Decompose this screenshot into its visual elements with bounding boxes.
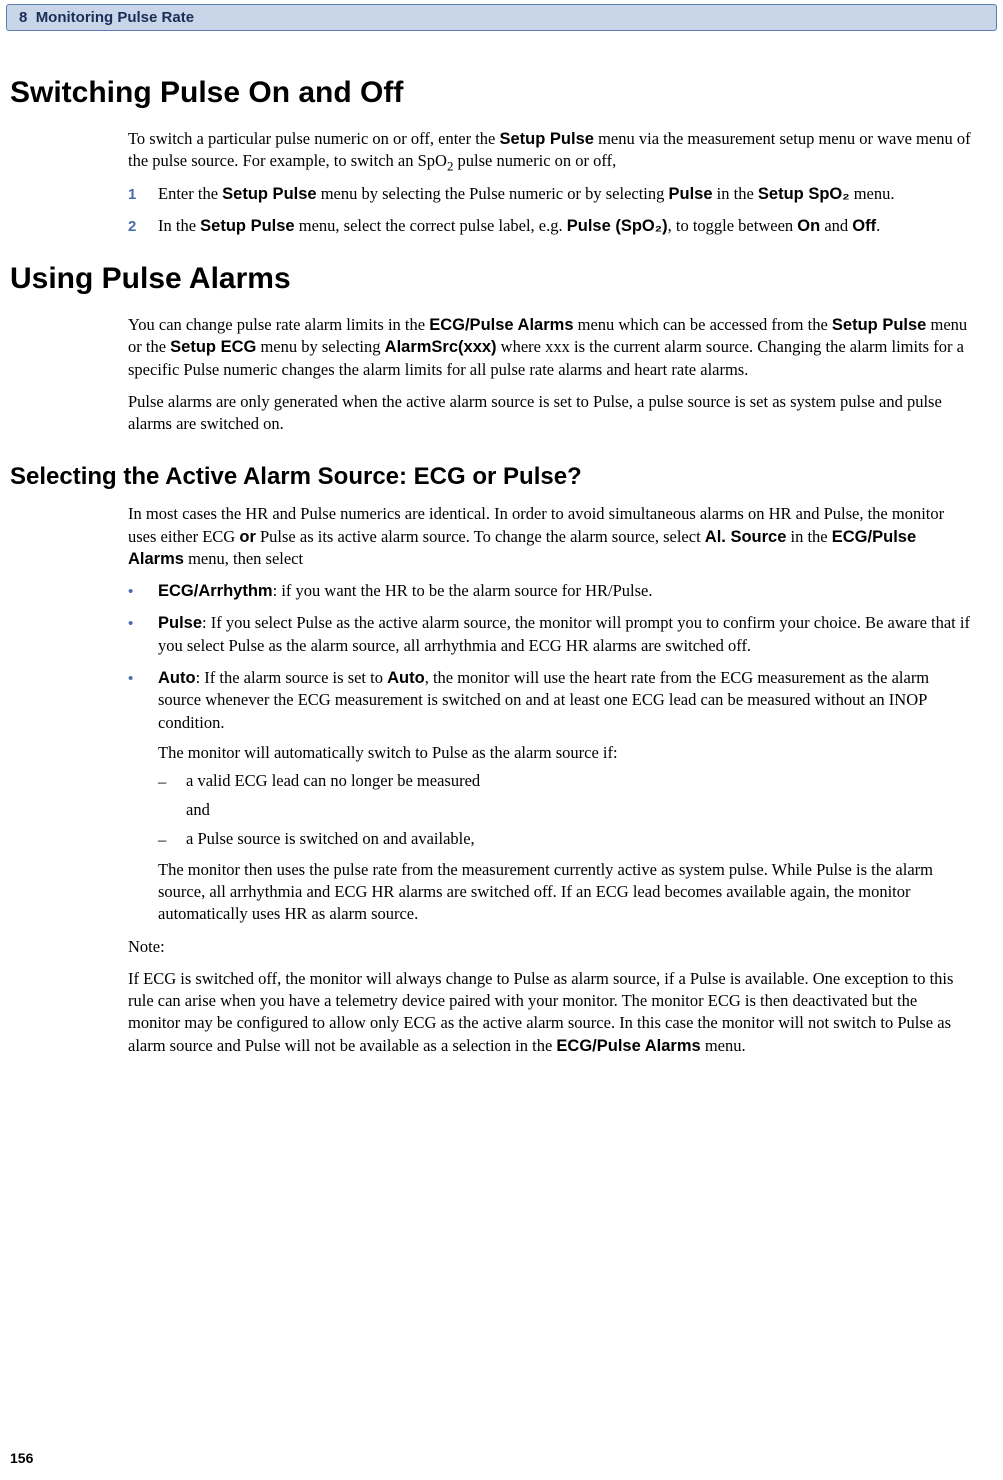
bullet-auto: • Auto: If the alarm source is set to Au… [128,667,973,926]
chapter-title: Monitoring Pulse Rate [36,9,194,26]
content-area: Switching Pulse On and Off To switch a p… [0,31,1003,1057]
and-line: and [186,799,973,821]
bullet-pulse: • Pulse: If you select Pulse as the acti… [128,612,973,657]
menu-setup-pulse: Setup Pulse [500,130,594,148]
using-body: You can change pulse rate alarm limits i… [128,314,973,435]
note-label: Note: [128,936,973,958]
alarm-source-list: • ECG/Arrhythm: if you want the HR to be… [128,580,973,925]
page-number: 156 [10,1450,33,1466]
chapter-number: 8 [19,9,27,26]
heading-switching: Switching Pulse On and Off [10,76,973,110]
switching-body: To switch a particular pulse numeric on … [128,128,973,237]
step-number: 2 [128,215,158,237]
using-p1: You can change pulse rate alarm limits i… [128,314,973,381]
bullet-marker: • [128,612,158,657]
chapter-header-bar: 8 Monitoring Pulse Rate [6,4,997,31]
step-text: Enter the Setup Pulse menu by selecting … [158,183,973,205]
step-1: 1 Enter the Setup Pulse menu by selectin… [128,183,973,205]
bullet-ecg-arrhythm: • ECG/Arrhythm: if you want the HR to be… [128,580,973,602]
auto-dash-list: – a valid ECG lead can no longer be meas… [158,770,973,793]
step-text: In the Setup Pulse menu, select the corr… [158,215,973,237]
switching-intro: To switch a particular pulse numeric on … [128,128,973,173]
using-p2: Pulse alarms are only generated when the… [128,391,973,436]
bullet-marker: • [128,580,158,602]
auto-dash-list-2: – a Pulse source is switched on and avai… [158,828,973,851]
switching-steps: 1 Enter the Setup Pulse menu by selectin… [128,183,973,238]
auto-sub2: The monitor then uses the pulse rate fro… [158,859,973,926]
page: 8 Monitoring Pulse Rate Switching Pulse … [0,4,1003,1480]
dash-item: – a Pulse source is switched on and avai… [158,828,973,851]
heading-selecting: Selecting the Active Alarm Source: ECG o… [10,463,973,491]
step-number: 1 [128,183,158,205]
auto-sub1: The monitor will automatically switch to… [158,742,973,764]
heading-using: Using Pulse Alarms [10,262,973,296]
note-body: If ECG is switched off, the monitor will… [128,968,973,1057]
step-2: 2 In the Setup Pulse menu, select the co… [128,215,973,237]
dash-item: – a valid ECG lead can no longer be meas… [158,770,973,793]
selecting-p1: In most cases the HR and Pulse numerics … [128,503,973,570]
bullet-marker: • [128,667,158,926]
selecting-body: In most cases the HR and Pulse numerics … [128,503,973,1057]
